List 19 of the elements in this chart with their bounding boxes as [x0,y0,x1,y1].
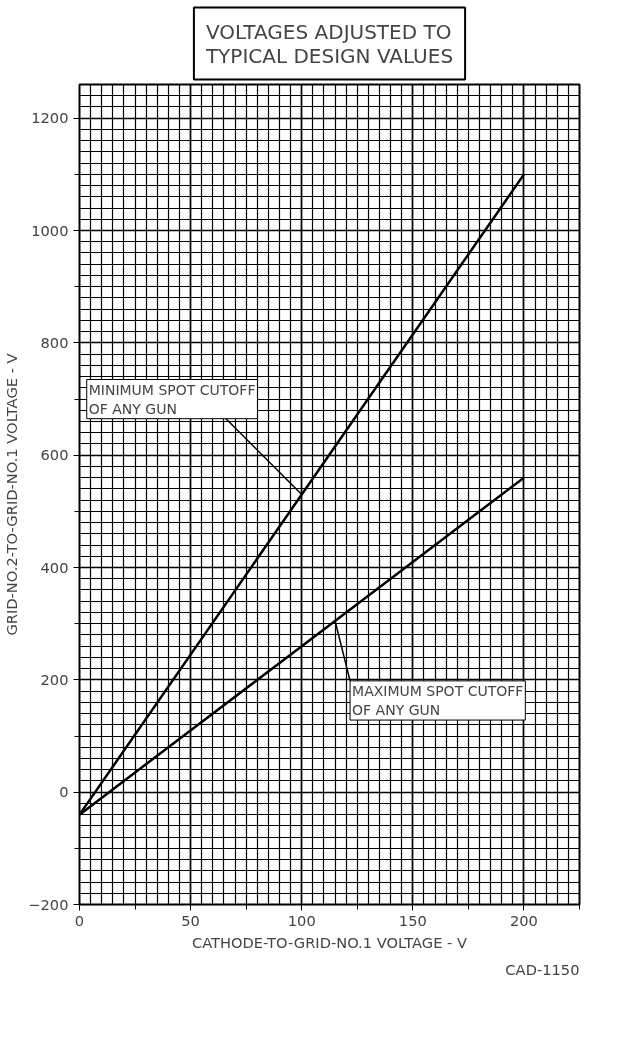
text: CAD-1150 [505,960,580,978]
y-tick-label: 600 [40,446,69,464]
y-tick-label: 400 [40,558,69,576]
x-tick-label: 150 [398,911,427,929]
x-axis-title: CATHODE-TO-GRID-NO.1 VOLTAGE - V [191,933,468,951]
y-tick-label: 200 [40,670,69,688]
annotation: MINIMUM SPOT CUTOFF OF ANY GUN [88,381,256,417]
x-tick-label: 0 [74,911,85,929]
y-tick-label: 0 [59,783,69,801]
x-tick-label: 100 [287,911,316,929]
x-tick-label: 200 [509,911,538,929]
y-tick-label: 800 [40,333,69,351]
x-tick-label: 50 [181,911,200,929]
y-tick-label: 1000 [31,221,69,239]
y-tick-label: 1200 [31,109,69,127]
chart-title: VOLTAGES ADJUSTED TO TYPICAL DESIGN VALUES [204,19,454,68]
annotation: MAXIMUM SPOT CUTOFF OF ANY GUN [352,682,524,719]
y-axis-title: GRID-NO.2-TO-GRID-NO.1 VOLTAGE - V [3,353,21,636]
y-tick-label: −200 [28,895,69,913]
